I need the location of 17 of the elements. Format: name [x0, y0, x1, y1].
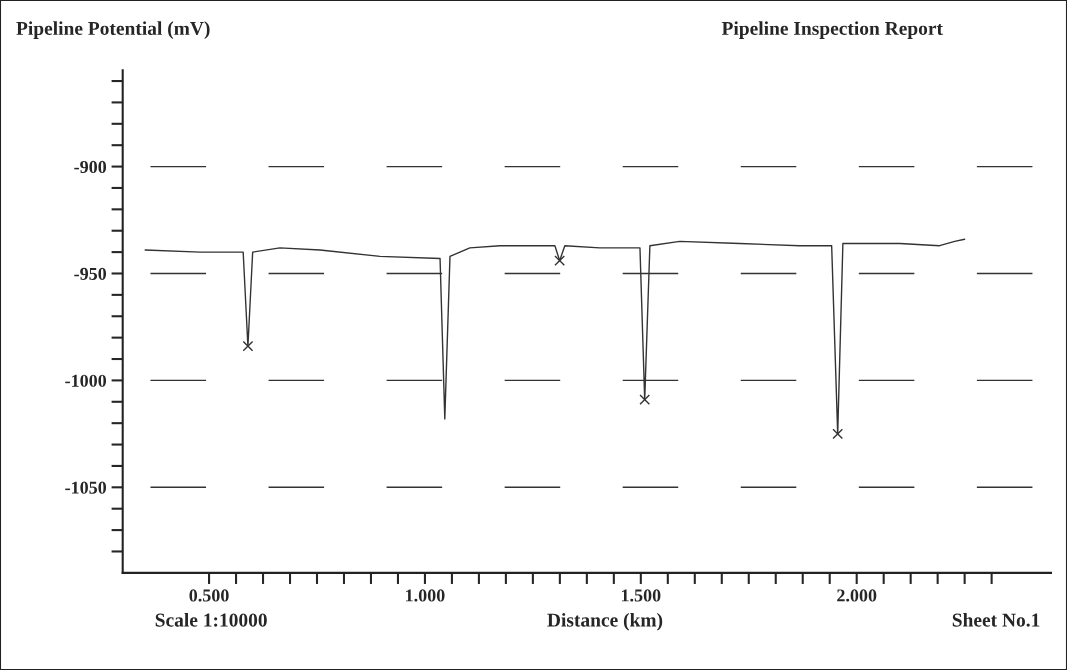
point [242, 340, 254, 352]
x-tick-label: 1.500 [621, 589, 661, 602]
x-tick-label: 2.000 [837, 589, 877, 602]
chart-title: Pipeline Inspection Report [721, 21, 943, 39]
y-axis-title: Pipeline Potential (mV) [16, 21, 210, 39]
point [554, 255, 566, 267]
point [832, 428, 844, 440]
y-tick-label: -900 [74, 160, 107, 174]
y-tick-label: -1000 [65, 374, 107, 387]
x-axis-title: Distance (km) [547, 612, 663, 631]
point [639, 394, 651, 406]
y-tick-label: -950 [74, 267, 107, 280]
x-tick-label: 1.000 [406, 589, 445, 602]
text: Sheet No.1 [952, 612, 1040, 627]
x-tick-label: 0.500 [189, 589, 229, 602]
y-tick-label: -1050 [65, 481, 107, 494]
text: Scale 1:10000 [155, 612, 267, 627]
